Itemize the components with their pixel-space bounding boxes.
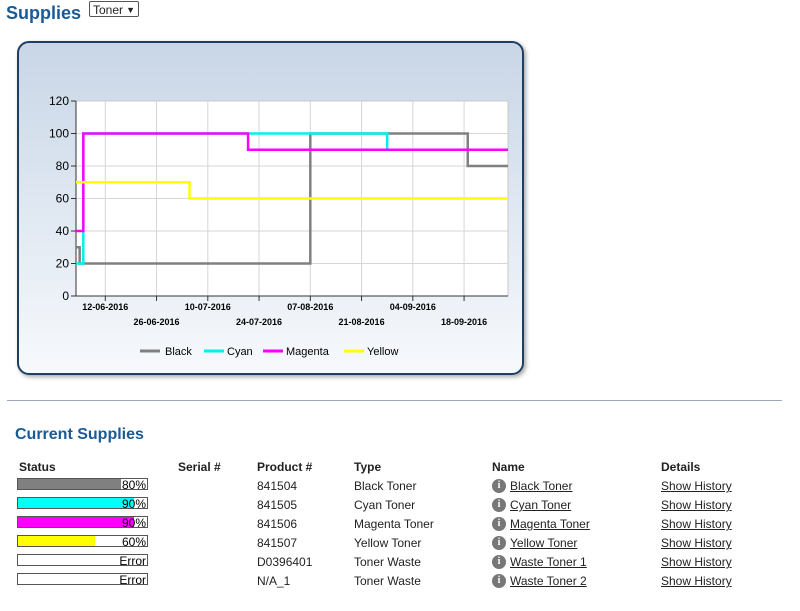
show-history-link[interactable]: Show History [661,574,732,588]
supplies-chart-panel: 0 20 40 60 80 100 120 12-06-2016 26-06-2016 10-07… [17,41,524,375]
supply-level-bar: Error [17,554,148,568]
y-tick-label: 60 [56,192,70,206]
y-tick-label: 40 [56,224,70,238]
show-history-link[interactable]: Show History [661,479,732,493]
supply-level-fill [18,479,122,489]
col-header-name: Name [492,460,525,474]
table-row: Error N/A_1 Toner Waste i Waste Toner 2 Show … [0,572,800,591]
info-icon[interactable]: i [492,574,506,588]
y-tick-label: 0 [62,289,69,303]
x-tick-label: 10-07-2016 [185,302,231,312]
type-cell: Toner Waste [354,555,421,569]
supply-type-select[interactable]: Toner ▼ [89,1,139,17]
legend-label: Black [165,346,192,358]
supply-level-bar: 60% [17,535,148,549]
supply-type-select-value: Toner [93,3,124,17]
x-tick-label: 04-09-2016 [390,302,436,312]
show-history-link[interactable]: Show History [661,498,732,512]
supply-level-text: 90% [121,516,146,530]
product-cell: 841507 [257,536,298,550]
x-tick-label: 18-09-2016 [441,317,487,327]
y-tick-label: 100 [49,127,69,141]
y-tick-label: 120 [49,94,69,108]
info-icon[interactable]: i [492,479,506,493]
page-header: Supplies [6,0,81,26]
show-history-link[interactable]: Show History [661,536,732,550]
product-cell: N/A_1 [257,574,291,588]
info-icon[interactable]: i [492,555,506,569]
show-history-link[interactable]: Show History [661,517,732,531]
x-tick-label: 21-08-2016 [339,317,385,327]
y-tick-label: 80 [56,159,70,173]
table-row: 60% 841507 Yellow Toner i Yellow Toner Show H… [0,534,800,553]
type-cell: Magenta Toner [354,517,434,531]
series-line-yellow [76,181,508,200]
table-row: Error D0396401 Toner Waste i Waste Toner 1 Sh… [0,553,800,572]
table-row: 80% 841504 Black Toner i Black Toner Show His… [0,477,800,496]
supply-name-link[interactable]: Waste Toner 2 [510,574,587,588]
y-tick-label: 20 [56,257,70,271]
x-tick-label: 26-06-2016 [134,317,180,327]
product-cell: 841505 [257,498,298,512]
supply-level-bar: Error [17,573,148,587]
info-icon[interactable]: i [492,536,506,550]
supply-level-bar: 80% [17,478,148,492]
product-cell: 841506 [257,517,298,531]
x-tick-label: 07-08-2016 [287,302,333,312]
supplies-chart: 0 20 40 60 80 100 120 12-06-2016 26-06-2016 10-07… [49,94,509,358]
supply-level-fill [18,517,135,527]
page-title: Supplies [6,2,82,23]
type-cell: Cyan Toner [354,498,416,512]
x-tick-label: 24-07-2016 [236,317,282,327]
col-header-serial: Serial # [178,460,221,474]
info-icon[interactable]: i [492,498,506,512]
supply-name-link[interactable]: Waste Toner 1 [510,555,587,569]
product-cell: 841504 [257,479,298,493]
legend-label: Magenta [286,346,330,358]
type-cell: Yellow Toner [354,536,422,550]
supply-name-link[interactable]: Black Toner [510,479,573,493]
type-cell: Toner Waste [354,574,421,588]
col-header-status: Status [19,460,56,474]
col-header-product: Product # [257,460,313,474]
supply-level-bar: 90% [17,516,148,530]
supply-name-link[interactable]: Yellow Toner [510,536,578,550]
supply-level-fill [18,536,96,546]
supply-level-text: 80% [121,478,146,492]
supply-level-text: Error [119,573,146,587]
supply-level-fill [18,498,135,508]
supply-level-text: 60% [121,535,146,549]
supply-name-link[interactable]: Magenta Toner [510,517,590,531]
table-row: 90% 841505 Cyan Toner i Cyan Toner Show Histo… [0,496,800,515]
col-header-details: Details [661,460,701,474]
section-divider [7,400,782,401]
chevron-down-icon: ▼ [126,5,135,15]
col-header-type: Type [354,460,382,474]
table-row: 90% 841506 Magenta Toner i Magenta Toner Show… [0,515,800,534]
info-icon[interactable]: i [492,517,506,531]
show-history-link[interactable]: Show History [661,555,732,569]
supply-level-text: 90% [121,497,146,511]
supply-name-link[interactable]: Cyan Toner [510,498,572,512]
legend-label: Cyan [227,346,253,358]
supply-level-bar: 90% [17,497,148,511]
x-tick-label: 12-06-2016 [82,302,128,312]
current-supplies-title: Current Supplies [15,426,144,443]
product-cell: D0396401 [257,555,313,569]
series-line-magenta [76,132,508,233]
legend-label: Yellow [367,346,398,358]
supply-level-text: Error [119,554,146,568]
type-cell: Black Toner [354,479,417,493]
